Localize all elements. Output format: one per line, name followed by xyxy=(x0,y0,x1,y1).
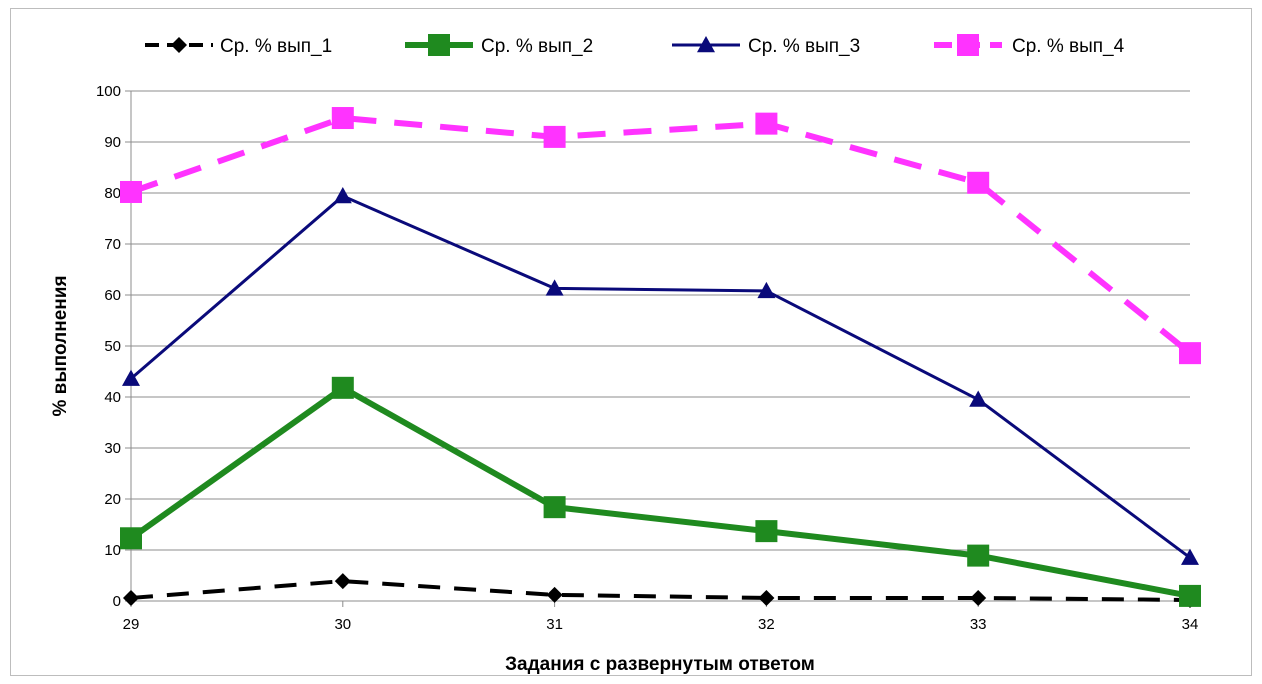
series-lines xyxy=(129,115,1192,602)
y-tick-label: 10 xyxy=(104,542,121,559)
series-1-point-33 xyxy=(970,589,987,606)
y-tick-label: 90 xyxy=(104,134,121,151)
series-3-point-33 xyxy=(969,390,988,407)
x-tick-label: 33 xyxy=(970,616,987,633)
series-2-point-31 xyxy=(543,496,566,519)
grid-lines xyxy=(131,90,1190,551)
series-1-point-31 xyxy=(546,586,563,603)
legend: Ср. % вып_1 Ср. % вып_2 Ср. % вып_3 Ср. % в… xyxy=(145,34,1125,57)
series-2-point-32 xyxy=(755,520,778,543)
series-4-point-33 xyxy=(967,171,990,194)
legend-marker-2 xyxy=(428,34,450,56)
y-tick-label: 50 xyxy=(104,338,121,355)
series-markers xyxy=(120,107,1201,608)
y-tick-label: 0 xyxy=(113,593,121,610)
x-axis-title: Задания с развернутым ответом xyxy=(505,654,815,675)
series-4-point-31 xyxy=(543,125,566,148)
legend-label-3: Ср. % вып_3 xyxy=(748,36,860,57)
chart-frame xyxy=(10,8,1252,676)
y-tick-labels: 0 10 20 30 40 50 60 70 80 90 100 xyxy=(96,83,121,610)
legend-item-3: Ср. % вып_3 xyxy=(672,36,860,57)
series-3-point-29 xyxy=(122,369,140,386)
series-4-point-32 xyxy=(755,112,778,135)
x-tick-label: 32 xyxy=(758,616,775,633)
series-4-point-34 xyxy=(1179,342,1201,365)
y-tick-label: 100 xyxy=(96,83,121,100)
series-line-2 xyxy=(129,384,1191,599)
axes xyxy=(125,90,1191,607)
y-tick-label: 60 xyxy=(104,287,121,304)
y-axis-title: % выполнения xyxy=(50,275,71,416)
series-3-point-34 xyxy=(1181,548,1199,565)
legend-item-2: Ср. % вып_2 xyxy=(405,34,593,57)
legend-item-1: Ср. % вып_1 xyxy=(145,36,332,57)
series-2-point-33 xyxy=(967,544,990,567)
y-tick-label: 40 xyxy=(104,389,121,406)
series-1-point-32 xyxy=(758,589,775,606)
series-2-point-34 xyxy=(1179,584,1201,607)
x-tick-label: 34 xyxy=(1182,616,1199,633)
y-tick-label: 70 xyxy=(104,236,121,253)
legend-marker-1 xyxy=(171,37,187,53)
legend-label-4: Ср. % вып_4 xyxy=(1012,36,1125,57)
series-1-point-29 xyxy=(123,589,139,606)
series-2-point-29 xyxy=(120,527,142,550)
x-tick-label: 29 xyxy=(123,616,140,633)
y-tick-label: 20 xyxy=(104,491,121,508)
series-3-point-32 xyxy=(757,281,776,299)
legend-label-2: Ср. % вып_2 xyxy=(481,36,593,57)
series-4-point-29 xyxy=(120,180,142,203)
series-3-point-30 xyxy=(333,187,352,204)
legend-marker-4 xyxy=(957,34,979,56)
series-line-3 xyxy=(130,194,1191,559)
series-line-1 xyxy=(130,579,1191,602)
series-2-point-30 xyxy=(331,376,354,399)
legend-marker-3 xyxy=(697,36,715,53)
series-4-point-30 xyxy=(331,107,354,130)
series-3-point-31 xyxy=(545,279,564,296)
legend-label-1: Ср. % вып_1 xyxy=(220,36,332,57)
x-tick-label: 30 xyxy=(334,616,351,633)
series-line-4 xyxy=(130,115,1192,356)
x-tick-labels: 29 30 31 32 33 34 xyxy=(123,616,1199,633)
series-1-point-30 xyxy=(334,573,351,590)
legend-item-4: Ср. % вып_4 xyxy=(934,34,1125,57)
y-tick-label: 80 xyxy=(104,185,121,202)
y-tick-label: 30 xyxy=(104,440,121,457)
x-tick-label: 31 xyxy=(546,616,563,633)
